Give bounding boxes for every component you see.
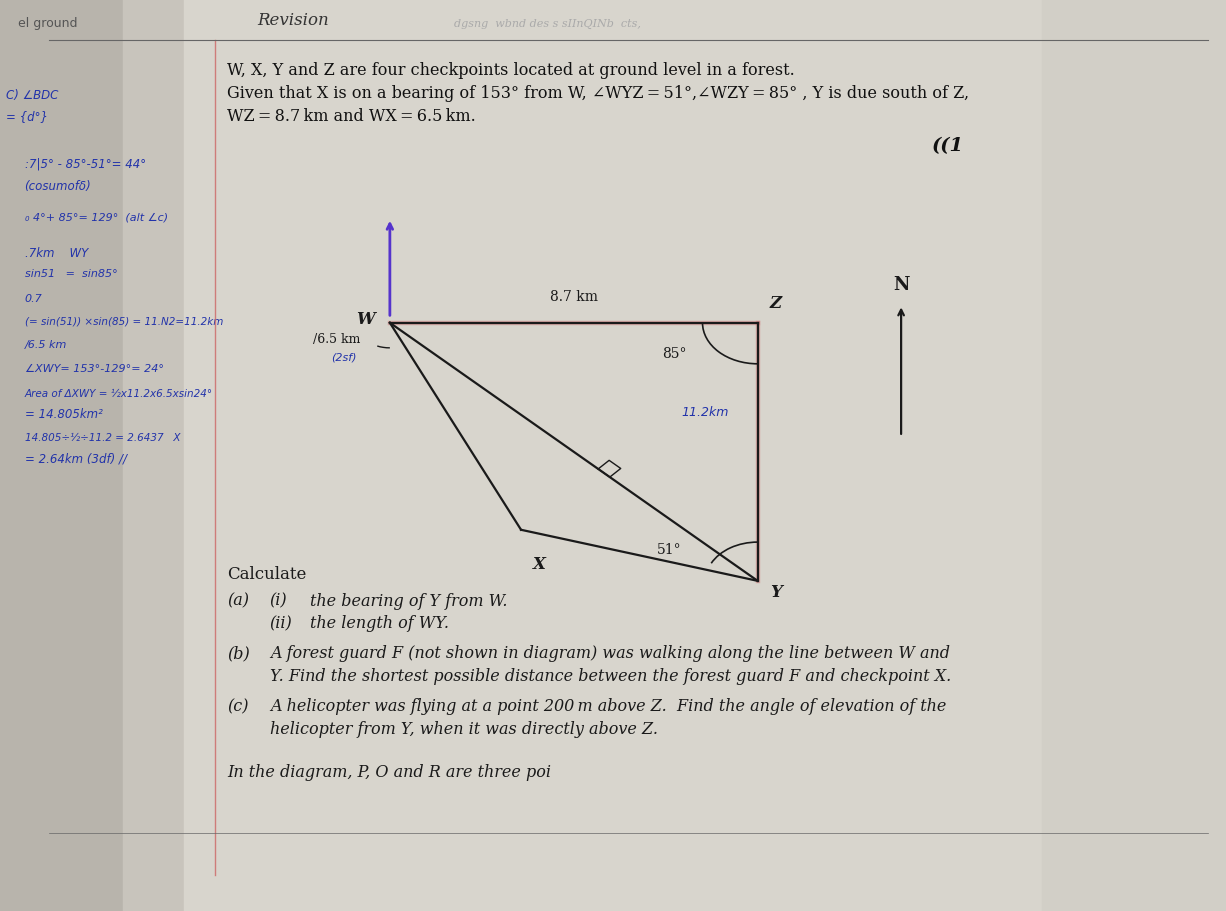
Text: (b): (b) [227,645,250,661]
Text: A helicopter was flying at a point 200 m above Z.  Find the angle of elevation o: A helicopter was flying at a point 200 m… [270,698,946,714]
Bar [184,0,1042,911]
Text: 85°: 85° [662,347,687,361]
Text: = 2.64km (3df) //: = 2.64km (3df) // [25,452,126,465]
Text: 0.7: 0.7 [25,294,42,303]
Text: ((1: ((1 [932,137,964,155]
Text: C) ∠BDC: C) ∠BDC [6,89,59,102]
Text: 8.7 km: 8.7 km [549,290,598,303]
Text: (ii): (ii) [270,615,293,631]
Text: W: W [357,311,375,327]
Text: .7km    WY: .7km WY [25,247,88,260]
Bar [0,0,123,911]
Text: N: N [893,275,910,293]
Text: Y. Find the shortest possible distance between the forest guard F and checkpoint: Y. Find the shortest possible distance b… [270,668,951,684]
Text: (i): (i) [270,592,287,609]
Text: = {d°}: = {d°} [6,110,48,123]
Text: 14.805÷½÷11.2 = 2.6437   X: 14.805÷½÷11.2 = 2.6437 X [25,433,180,442]
Text: ₀ 4°+ 85°= 129°  (alt ∠c): ₀ 4°+ 85°= 129° (alt ∠c) [25,212,168,221]
Text: Calculate: Calculate [227,566,306,582]
Text: ∠XWY= 153°-129°= 24°: ∠XWY= 153°-129°= 24° [25,364,163,374]
Text: = 14.805km²: = 14.805km² [25,408,103,421]
Bar [123,0,184,911]
Text: W, X, Y and Z are four checkpoints located at ground level in a forest.: W, X, Y and Z are four checkpoints locat… [227,62,794,78]
Text: 11.2km: 11.2km [682,405,729,418]
Text: Y: Y [770,584,782,600]
Text: Given that X is on a bearing of 153° from W, ∠WYZ = 51°,∠WZY = 85° , Y is due so: Given that X is on a bearing of 153° fro… [227,86,969,102]
Text: /6.5 km: /6.5 km [25,340,67,349]
Text: (= sin(51)) ×sin(85) = 11.N2=11.2km: (= sin(51)) ×sin(85) = 11.N2=11.2km [25,316,223,325]
Text: sin51   =  sin85°: sin51 = sin85° [25,269,118,278]
Text: el ground: el ground [18,17,78,30]
Text: (c): (c) [227,698,249,714]
Text: X: X [533,556,547,573]
Text: (cosumofδ): (cosumofδ) [25,180,91,193]
Text: :7|5° - 85°-51°= 44°: :7|5° - 85°-51°= 44° [25,158,146,170]
Text: the length of WY.: the length of WY. [310,615,449,631]
Text: /6.5 km: /6.5 km [313,333,360,345]
Text: helicopter from Y, when it was directly above Z.: helicopter from Y, when it was directly … [270,721,657,737]
Text: Revision: Revision [257,12,330,29]
Text: In the diagram, P, O and R are three poi: In the diagram, P, O and R are three poi [227,763,550,780]
Text: WZ = 8.7 km and WX = 6.5 km.: WZ = 8.7 km and WX = 6.5 km. [227,108,476,125]
Text: (a): (a) [227,592,249,609]
Text: (2sf): (2sf) [331,353,357,362]
Text: Area of ΔXWY = ½x11.2x6.5xsin24°: Area of ΔXWY = ½x11.2x6.5xsin24° [25,389,212,398]
Text: Z: Z [770,294,782,312]
Text: 51°: 51° [657,543,682,557]
Bar [1042,0,1226,911]
Text: dgsng  wbnd des s sIInQINb  cts,: dgsng wbnd des s sIInQINb cts, [454,19,640,29]
Text: the bearing of Y from W.: the bearing of Y from W. [310,592,508,609]
Text: A forest guard F (not shown in diagram) was walking along the line between W and: A forest guard F (not shown in diagram) … [270,645,950,661]
